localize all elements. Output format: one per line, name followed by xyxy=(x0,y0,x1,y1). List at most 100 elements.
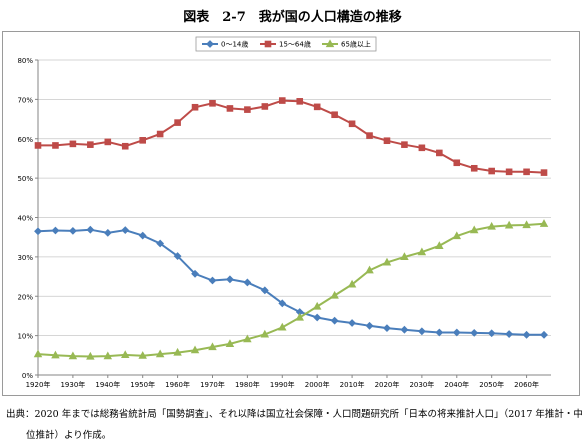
data-point-series-2 xyxy=(87,141,94,148)
data-point-series-3 xyxy=(330,290,339,299)
data-point-series-1 xyxy=(487,329,496,338)
data-point-series-3 xyxy=(208,342,217,351)
data-point-series-2 xyxy=(453,159,461,167)
data-point-series-3 xyxy=(225,339,235,347)
x-tick-label: 1950年 xyxy=(130,380,155,389)
data-point-series-2 xyxy=(34,142,42,149)
data-point-series-1 xyxy=(540,330,548,339)
data-point-series-3 xyxy=(539,219,549,227)
data-point-series-3 xyxy=(173,347,182,356)
series-line-2 xyxy=(38,99,545,174)
data-point-series-2 xyxy=(104,138,112,146)
x-tick-label: 1970年 xyxy=(200,380,225,389)
data-point-series-2 xyxy=(209,100,216,107)
source-line-1: 出典：2020 年までは総務省統計局「国勢調査」、それ以降は国立社会保障・人口問… xyxy=(6,409,583,420)
data-point-series-1 xyxy=(452,328,461,337)
x-tick-label: 1940年 xyxy=(95,380,120,389)
data-point-series-2 xyxy=(418,144,426,152)
data-point-series-2 xyxy=(313,103,321,111)
data-point-series-2 xyxy=(244,106,251,113)
data-point-series-1 xyxy=(400,325,409,334)
data-point-series-1 xyxy=(470,328,479,337)
legend-marker xyxy=(264,40,272,48)
figure-title: 図表 2‐7 我が国の人口構造の推移 xyxy=(183,10,402,25)
data-point-series-2 xyxy=(436,149,443,157)
data-point-series-1 xyxy=(313,313,322,322)
x-tick-label: 2020年 xyxy=(375,380,400,389)
data-point-series-3 xyxy=(400,252,409,260)
series-line-3 xyxy=(37,222,545,358)
data-point-series-1 xyxy=(156,239,165,248)
data-point-series-2 xyxy=(69,140,77,148)
data-point-series-1 xyxy=(522,330,531,339)
data-point-series-3 xyxy=(487,221,496,230)
legend-label: 15～64歳 xyxy=(279,40,311,49)
y-tick-label: 0% xyxy=(22,372,33,380)
legend-box xyxy=(195,36,377,52)
data-point-series-1 xyxy=(103,228,112,237)
source-note: 出典：2020 年までは総務省統計局「国勢調査」、それ以降は国立社会保障・人口問… xyxy=(6,404,583,446)
data-point-series-2 xyxy=(383,137,391,145)
data-point-series-1 xyxy=(505,330,514,338)
data-point-series-2 xyxy=(401,141,408,148)
data-point-series-3 xyxy=(469,225,479,234)
x-tick-label: 2000年 xyxy=(305,380,330,389)
data-point-series-1 xyxy=(51,226,60,235)
data-point-series-1 xyxy=(68,226,77,235)
data-point-series-2 xyxy=(174,119,181,126)
data-point-series-2 xyxy=(540,169,548,176)
data-point-series-2 xyxy=(121,142,129,150)
data-point-series-1 xyxy=(191,269,199,278)
data-point-series-3 xyxy=(243,334,252,343)
data-point-series-3 xyxy=(312,301,322,310)
data-point-series-3 xyxy=(86,351,95,360)
data-point-series-1 xyxy=(121,226,130,235)
legend-marker xyxy=(325,39,335,48)
y-tick-label: 50% xyxy=(17,175,33,183)
data-point-series-3 xyxy=(155,349,165,358)
data-point-series-2 xyxy=(156,130,164,138)
x-tick-label: 1960年 xyxy=(165,380,190,389)
y-tick-label: 40% xyxy=(17,215,33,223)
data-point-series-1 xyxy=(435,328,444,337)
data-point-series-3 xyxy=(435,241,444,249)
data-point-series-1 xyxy=(208,276,217,285)
data-point-series-3 xyxy=(417,247,427,256)
data-point-series-3 xyxy=(365,265,374,274)
data-point-series-3 xyxy=(347,279,357,288)
data-point-series-1 xyxy=(173,252,182,260)
data-point-series-3 xyxy=(103,351,113,360)
data-point-series-2 xyxy=(278,97,286,104)
data-point-series-2 xyxy=(348,120,356,128)
legend-label: 0～14歳 xyxy=(221,40,248,49)
data-point-series-1 xyxy=(330,316,339,325)
data-point-series-3 xyxy=(295,312,304,321)
data-point-series-3 xyxy=(260,329,270,338)
data-point-series-1 xyxy=(348,319,356,327)
data-point-series-2 xyxy=(331,111,338,119)
x-tick-label: 2040年 xyxy=(444,380,469,389)
legend-marker xyxy=(206,40,214,48)
data-point-series-2 xyxy=(505,168,513,176)
data-point-series-2 xyxy=(191,103,199,111)
line-chart: 0% 10% 20% 30% 40% 50% 60% 70% 80% 1920年 1930年 1940… xyxy=(17,36,551,389)
data-point-series-2 xyxy=(523,168,530,176)
data-point-series-1 xyxy=(278,299,287,308)
x-tick-label: 2030年 xyxy=(409,380,434,389)
x-tick-label: 2050年 xyxy=(479,380,504,389)
data-point-series-3 xyxy=(278,322,287,331)
data-point-series-1 xyxy=(226,275,234,284)
data-point-series-3 xyxy=(382,257,392,266)
data-point-series-3 xyxy=(522,220,531,229)
data-point-series-1 xyxy=(417,327,426,336)
data-point-series-2 xyxy=(470,164,478,172)
data-point-series-2 xyxy=(261,103,269,110)
data-point-series-3 xyxy=(51,350,60,359)
data-point-series-1 xyxy=(365,321,374,330)
data-point-series-1 xyxy=(86,225,95,234)
data-point-series-1 xyxy=(260,286,269,295)
data-point-series-3 xyxy=(504,220,514,229)
y-tick-label: 10% xyxy=(17,333,33,341)
source-line-2: 位推計）より作成。 xyxy=(26,430,112,441)
y-tick-label: 70% xyxy=(17,96,33,104)
